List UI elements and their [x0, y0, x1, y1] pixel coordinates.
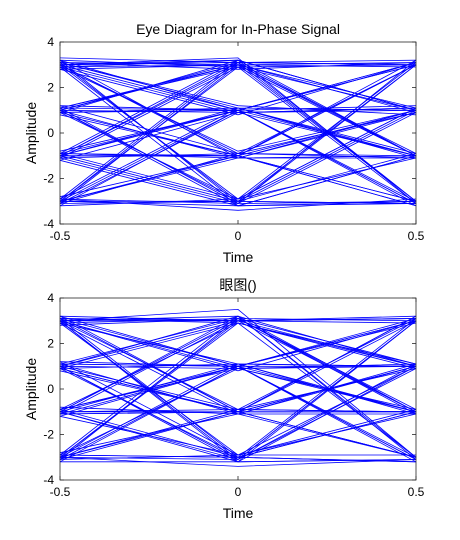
- trace-line: [59, 62, 417, 202]
- trace-line: [59, 153, 417, 204]
- x-axis-label: Time: [223, 249, 254, 265]
- trace-line: [60, 365, 417, 463]
- trace-line: [59, 454, 417, 463]
- trace-line: [59, 155, 417, 207]
- x-tick-label: -0.5: [50, 229, 71, 243]
- y-tick-label: 2: [47, 81, 54, 95]
- x-tick-label: 0.5: [408, 485, 425, 499]
- y-tick-label: 4: [47, 291, 54, 305]
- trace-line: [59, 107, 417, 200]
- trace-line: [59, 66, 417, 204]
- trace-line: [59, 62, 417, 70]
- trace-line: [59, 409, 417, 458]
- y-tick-label: -2: [43, 428, 54, 442]
- x-tick-label: 0.5: [408, 229, 425, 243]
- trace-line: [59, 320, 417, 372]
- trace-line: [59, 322, 417, 458]
- eye-traces: [59, 57, 417, 211]
- chart-panel-1: -0.5 0 0.5 4 2 0 -2 -4 Eye Diagram for In-Phase …: [23, 21, 425, 265]
- x-tick-label: 0: [235, 229, 242, 243]
- y-tick-label: 2: [47, 337, 54, 351]
- y-tick-label: 0: [47, 382, 54, 396]
- trace-line: [59, 64, 417, 204]
- y-axis-label: Amplitude: [23, 358, 39, 420]
- trace-line: [59, 454, 416, 460]
- x-tick-label: 0: [235, 485, 242, 499]
- x-axis-label: Time: [223, 505, 254, 521]
- trace-line: [59, 411, 417, 460]
- chart-panel-2: -0.5 0 0.5 4 2 0 -2 -4 眼图() Time Amplitude: [23, 277, 425, 521]
- trace-line: [59, 315, 417, 456]
- chart-title: 眼图(): [219, 277, 256, 293]
- trace-line: [59, 62, 417, 116]
- y-tick-label: -4: [43, 473, 54, 487]
- chart-title: Eye Diagram for In-Phase Signal: [136, 21, 340, 37]
- trace-line: [59, 59, 417, 200]
- y-tick-label: -2: [43, 172, 54, 186]
- y-tick-label: 0: [47, 126, 54, 140]
- trace-line: [59, 308, 417, 458]
- trace-line: [59, 107, 417, 204]
- trace-line: [60, 200, 417, 204]
- trace-line: [59, 363, 417, 454]
- trace-line: [59, 62, 417, 207]
- plot-area: [60, 42, 416, 224]
- trace-line: [59, 198, 417, 204]
- y-tick-label: 4: [47, 35, 54, 49]
- trace-line: [59, 456, 417, 467]
- y-tick-label: -4: [43, 217, 54, 231]
- trace-line: [59, 109, 417, 202]
- trace-line: [59, 365, 417, 460]
- eye-traces: [59, 308, 417, 467]
- plot-area: [60, 298, 416, 480]
- trace-line: [59, 318, 417, 458]
- y-axis-label: Amplitude: [23, 102, 39, 164]
- x-tick-label: -0.5: [50, 485, 71, 499]
